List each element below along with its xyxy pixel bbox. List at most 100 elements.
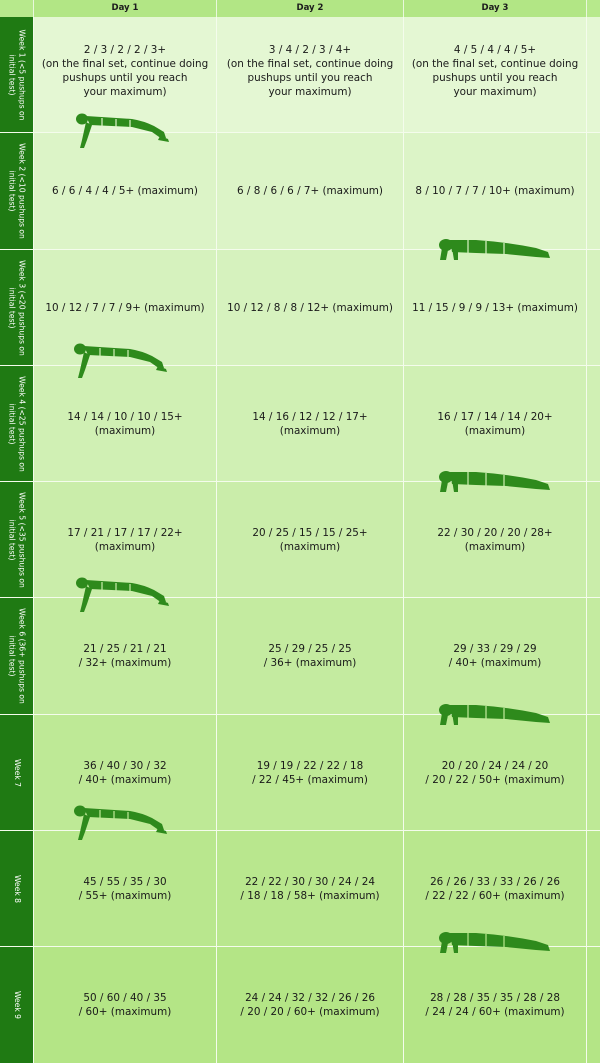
day-3-cell: 8 / 10 / 7 / 7 / 10+ (maximum): [404, 133, 587, 249]
week-label-cell: Week 2 (<10 pushups on initial test): [0, 133, 34, 249]
pushup-figure-icon-svg: [76, 577, 169, 612]
pushup-figure-front-icon-svg: [439, 932, 550, 953]
day-1-cell: 2 / 3 / 2 / 2 / 3+ (on the final set, co…: [34, 17, 217, 132]
row-edge: [587, 598, 600, 714]
row-edge: [587, 366, 600, 481]
week-label-cell: Week 6 (36+ pushups on initial test): [0, 598, 34, 714]
day-3-cell: 11 / 15 / 9 / 9 / 13+ (maximum): [404, 250, 587, 365]
day-2-cell: 19 / 19 / 22 / 22 / 18 / 22 / 45+ (maxim…: [217, 715, 404, 830]
week-label: Week 8: [12, 874, 22, 903]
day-1-sets: 21 / 25 / 21 / 21 / 32+ (maximum): [78, 643, 172, 669]
pushup-figure-icon: [72, 574, 172, 614]
day-1-sets: 6 / 6 / 4 / 4 / 5+ (maximum): [52, 185, 198, 197]
day-1-cell: 45 / 55 / 35 / 30 / 55+ (maximum): [34, 831, 217, 946]
day-2-sets: 24 / 24 / 32 / 32 / 26 / 26 / 20 / 20 / …: [240, 992, 380, 1018]
week-label-cell: Week 3 (<20 pushups on initial test): [0, 250, 34, 365]
day-2-sets: 14 / 16 / 12 / 12 / 17+ (maximum): [252, 410, 368, 437]
pushup-figure-front-icon: [436, 236, 552, 262]
day-1-cell: 21 / 25 / 21 / 21 / 32+ (maximum): [34, 598, 217, 714]
day-2-cell: 3 / 4 / 2 / 3 / 4+ (on the final set, co…: [217, 17, 404, 132]
week-label: Week 6 (36+ pushups on initial test): [7, 608, 27, 704]
day-2-sets: 22 / 22 / 30 / 30 / 24 / 24 / 18 / 18 / …: [240, 875, 380, 902]
week-label-cell: Week 7: [0, 715, 34, 830]
pushup-figure-icon-svg: [74, 343, 167, 378]
row-edge: [587, 250, 600, 365]
week-label-cell: Week 1 (<5 pushups on initial test): [0, 17, 34, 132]
week-row-3: Week 3 (<20 pushups on initial test) 10 …: [0, 250, 600, 366]
pushup-figure-icon: [70, 802, 170, 842]
day-1-cell: 17 / 21 / 17 / 17 / 22+ (maximum): [34, 482, 217, 597]
pushup-figure-front-icon-svg: [439, 239, 550, 260]
row-edge: [587, 715, 600, 830]
day-1-cell: 14 / 14 / 10 / 10 / 15+ (maximum): [34, 366, 217, 481]
day-3-cell: 4 / 5 / 4 / 4 / 5+ (on the final set, co…: [404, 17, 587, 132]
week-label: Week 3 (<20 pushups on initial test): [7, 259, 27, 356]
day-3-sets: 20 / 20 / 24 / 24 / 20 / 20 / 22 / 50+ (…: [425, 759, 565, 786]
week-row-9: Week 9 50 / 60 / 40 / 35 / 60+ (maximum)…: [0, 947, 600, 1063]
week-row-5: Week 5 (<35 pushups on initial test) 17 …: [0, 482, 600, 598]
day-1-sets: 14 / 14 / 10 / 10 / 15+ (maximum): [67, 410, 183, 437]
header-corner: [0, 0, 34, 17]
day-1-sets: 50 / 60 / 40 / 35 / 60+ (maximum): [78, 992, 172, 1018]
day-1-cell: 10 / 12 / 7 / 7 / 9+ (maximum): [34, 250, 217, 365]
week-label: Week 4 (<25 pushups on initial test): [7, 375, 27, 472]
day-3-sets: 29 / 33 / 29 / 29 / 40+ (maximum): [448, 643, 542, 669]
week-label: Week 1 (<5 pushups on initial test): [7, 29, 27, 120]
day-1-sets: 36 / 40 / 30 / 32 / 40+ (maximum): [78, 759, 172, 786]
week-label: Week 9: [12, 990, 22, 1020]
header-day-1: Day 1: [34, 0, 217, 17]
week-label-cell: Week 4 (<25 pushups on initial test): [0, 366, 34, 481]
pushup-figure-front-icon: [436, 701, 552, 727]
week-row-1: Week 1 (<5 pushups on initial test) 2 / …: [0, 17, 600, 133]
week-label: Week 7: [12, 758, 22, 787]
pushup-figure-icon: [72, 110, 172, 150]
row-edge: [587, 831, 600, 946]
row-edge: [587, 17, 600, 132]
day-2-sets: 3 / 4 / 2 / 3 / 4+ (on the final set, co…: [226, 43, 394, 98]
week-row-7: Week 7 36 / 40 / 30 / 32 / 40+ (maximum)…: [0, 715, 600, 831]
header-day-2: Day 2: [217, 0, 404, 17]
day-2-sets: 6 / 8 / 6 / 6 / 7+ (maximum): [237, 185, 383, 197]
week-row-8: Week 8 45 / 55 / 35 / 30 / 55+ (maximum)…: [0, 831, 600, 947]
day-2-sets: 20 / 25 / 15 / 15 / 25+ (maximum): [252, 526, 368, 553]
pushup-figure-front-icon: [436, 929, 552, 955]
day-3-sets: 16 / 17 / 14 / 14 / 20+ (maximum): [437, 410, 553, 437]
day-3-cell: 26 / 26 / 33 / 33 / 26 / 26 / 22 / 22 / …: [404, 831, 587, 946]
day-3-cell: 16 / 17 / 14 / 14 / 20+ (maximum): [404, 366, 587, 481]
day-1-cell: 50 / 60 / 40 / 35 / 60+ (maximum): [34, 947, 217, 1063]
day-1-sets: 2 / 3 / 2 / 2 / 3+ (on the final set, co…: [41, 43, 209, 98]
pushup-figure-icon: [70, 340, 170, 380]
week-label: Week 2 (<10 pushups on initial test): [7, 143, 27, 239]
day-2-cell: 22 / 22 / 30 / 30 / 24 / 24 / 18 / 18 / …: [217, 831, 404, 946]
week-row-2: Week 2 (<10 pushups on initial test) 6 /…: [0, 133, 600, 250]
row-edge: [587, 482, 600, 597]
day-1-sets: 17 / 21 / 17 / 17 / 22+ (maximum): [67, 526, 183, 553]
row-edge: [587, 133, 600, 249]
day-2-sets: 10 / 12 / 8 / 8 / 12+ (maximum): [227, 301, 393, 314]
day-2-cell: 10 / 12 / 8 / 8 / 12+ (maximum): [217, 250, 404, 365]
day-2-sets: 25 / 29 / 25 / 25 / 36+ (maximum): [263, 643, 357, 669]
day-1-sets: 10 / 12 / 7 / 7 / 9+ (maximum): [45, 301, 205, 314]
day-3-sets: 26 / 26 / 33 / 33 / 26 / 26 / 22 / 22 / …: [425, 875, 565, 902]
day-2-cell: 6 / 8 / 6 / 6 / 7+ (maximum): [217, 133, 404, 249]
day-3-cell: 29 / 33 / 29 / 29 / 40+ (maximum): [404, 598, 587, 714]
day-3-sets: 8 / 10 / 7 / 7 / 10+ (maximum): [415, 185, 575, 197]
week-row-6: Week 6 (36+ pushups on initial test) 21 …: [0, 598, 600, 715]
day-3-sets: 22 / 30 / 20 / 20 / 28+ (maximum): [437, 526, 553, 553]
day-2-sets: 19 / 19 / 22 / 22 / 18 / 22 / 45+ (maxim…: [252, 759, 368, 786]
pushup-figure-icon-svg: [74, 805, 167, 840]
day-3-sets: 11 / 15 / 9 / 9 / 13+ (maximum): [412, 301, 578, 314]
week-label-cell: Week 9: [0, 947, 34, 1063]
day-1-cell: 6 / 6 / 4 / 4 / 5+ (maximum): [34, 133, 217, 249]
day-2-cell: 24 / 24 / 32 / 32 / 26 / 26 / 20 / 20 / …: [217, 947, 404, 1063]
pushup-figure-front-icon: [436, 468, 552, 494]
pushup-figure-front-icon-svg: [439, 704, 550, 725]
table-header: Day 1 Day 2 Day 3: [0, 0, 600, 17]
day-3-cell: 20 / 20 / 24 / 24 / 20 / 20 / 22 / 50+ (…: [404, 715, 587, 830]
row-edge: [587, 947, 600, 1063]
day-1-sets: 45 / 55 / 35 / 30 / 55+ (maximum): [78, 875, 172, 902]
day-3-sets: 28 / 28 / 35 / 35 / 28 / 28 / 24 / 24 / …: [425, 992, 565, 1018]
header-day-3: Day 3: [404, 0, 587, 17]
day-2-cell: 14 / 16 / 12 / 12 / 17+ (maximum): [217, 366, 404, 481]
